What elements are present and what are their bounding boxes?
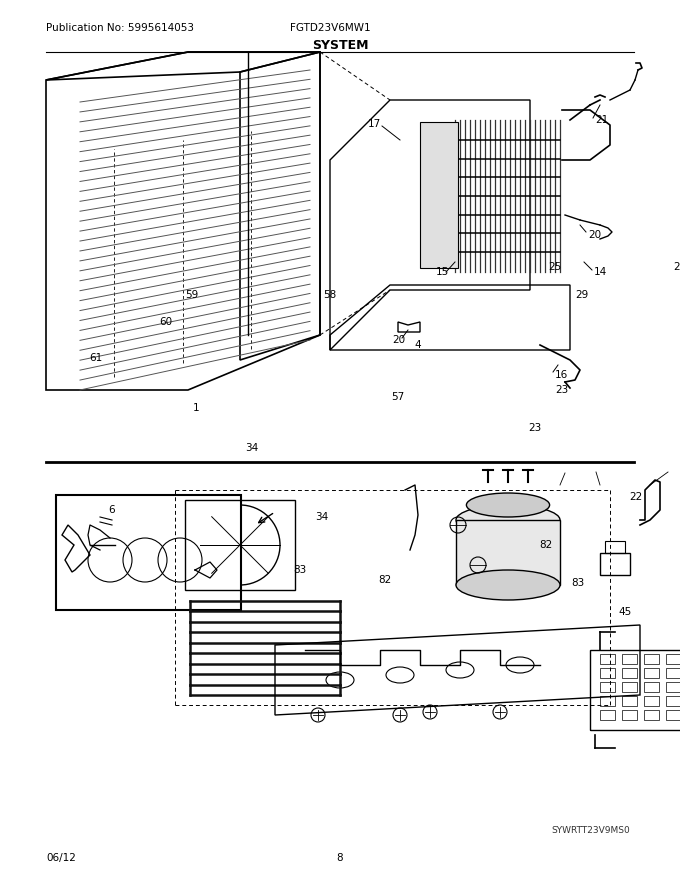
Bar (622, 682, 637, 692)
Bar (666, 682, 680, 692)
Bar (644, 668, 659, 678)
Text: 25: 25 (548, 262, 562, 272)
Text: 34: 34 (245, 443, 258, 453)
Bar (600, 696, 615, 706)
Bar (605, 541, 625, 553)
Ellipse shape (456, 505, 560, 535)
Ellipse shape (456, 570, 560, 600)
Text: 20: 20 (392, 335, 405, 345)
Bar (666, 696, 680, 706)
Bar (456, 520, 560, 585)
Bar (600, 654, 615, 664)
Text: 61: 61 (89, 353, 103, 363)
Text: 58: 58 (324, 290, 337, 300)
Text: 17: 17 (368, 119, 381, 129)
Bar (666, 654, 680, 664)
Bar (666, 710, 680, 720)
Text: 25: 25 (673, 262, 680, 272)
Polygon shape (420, 122, 458, 268)
Text: SYWRTT23V9MS0: SYWRTT23V9MS0 (551, 825, 630, 834)
Text: 59: 59 (186, 290, 199, 300)
Bar (644, 654, 659, 664)
Bar (115, 520, 177, 560)
Bar (644, 696, 659, 706)
Bar (644, 710, 659, 720)
Text: 4: 4 (415, 340, 422, 350)
Text: 29: 29 (575, 290, 589, 300)
Text: 22: 22 (630, 492, 643, 502)
Text: 23: 23 (556, 385, 568, 395)
Text: Publication No: 5995614053: Publication No: 5995614053 (46, 23, 194, 33)
Text: 82: 82 (378, 575, 392, 585)
Text: 45: 45 (618, 607, 632, 617)
Text: 1: 1 (192, 403, 199, 413)
Text: 15: 15 (436, 267, 449, 277)
Text: 14: 14 (594, 267, 607, 277)
Text: 83: 83 (571, 578, 585, 588)
Ellipse shape (466, 493, 549, 517)
Text: 8: 8 (337, 853, 343, 863)
Bar (56, 495, 241, 610)
Text: 6: 6 (109, 505, 116, 515)
Bar (622, 654, 637, 664)
Bar (644, 682, 659, 692)
Text: FGTD23V6MW1: FGTD23V6MW1 (290, 23, 371, 33)
Text: 20: 20 (588, 230, 601, 240)
Text: SYSTEM: SYSTEM (311, 39, 369, 52)
Bar (600, 553, 630, 575)
Text: 83: 83 (293, 565, 307, 575)
Bar (622, 710, 637, 720)
Bar (666, 668, 680, 678)
Text: 60: 60 (159, 317, 173, 327)
Text: 16: 16 (555, 370, 568, 380)
Bar (600, 668, 615, 678)
Bar (112, 516, 132, 530)
Text: 57: 57 (392, 392, 405, 402)
Bar (600, 710, 615, 720)
Bar (590, 650, 680, 730)
Text: 06/12: 06/12 (46, 853, 76, 863)
Bar (600, 682, 615, 692)
Bar (622, 696, 637, 706)
Text: 34: 34 (316, 512, 328, 522)
Text: 23: 23 (528, 423, 542, 433)
Bar (622, 668, 637, 678)
Text: 21: 21 (595, 115, 608, 125)
Text: 82: 82 (539, 540, 553, 550)
